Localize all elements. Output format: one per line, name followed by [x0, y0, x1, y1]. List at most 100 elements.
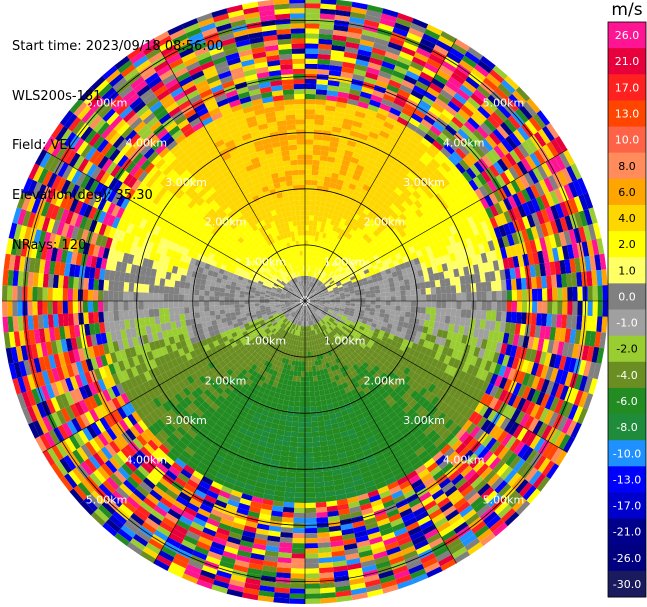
range-gate — [581, 271, 588, 287]
range-gate — [453, 202, 463, 213]
range-gate — [405, 295, 412, 301]
range-gate — [323, 260, 328, 266]
range-gate — [500, 247, 508, 259]
range-gate — [417, 141, 429, 152]
range-gate — [306, 291, 309, 297]
range-gate — [328, 208, 335, 215]
range-gate — [435, 232, 444, 242]
range-gate — [285, 389, 291, 396]
range-gate — [335, 227, 342, 234]
range-gate — [317, 236, 322, 243]
range-gate — [415, 47, 432, 58]
range-gate — [305, 462, 314, 468]
range-gate — [419, 71, 434, 83]
range-gate — [411, 112, 424, 124]
range-gate — [439, 278, 446, 287]
range-gate — [506, 301, 512, 312]
range-gate — [459, 275, 466, 285]
range-gate — [482, 329, 490, 340]
range-gate — [424, 62, 439, 74]
range-gate — [292, 416, 299, 422]
range-gate — [315, 400, 322, 407]
range-gate — [327, 269, 332, 275]
range-gate — [423, 114, 436, 126]
range-gate — [542, 125, 555, 142]
range-gate — [382, 190, 391, 199]
range-gate — [305, 487, 315, 493]
range-gate — [301, 361, 305, 367]
range-gate — [314, 294, 319, 297]
range-gate — [293, 406, 300, 412]
range-gate — [501, 235, 510, 248]
range-gate — [355, 247, 362, 254]
range-gate — [292, 543, 305, 549]
range-gate — [518, 105, 533, 120]
range-gate — [365, 71, 379, 81]
range-gate — [406, 140, 418, 150]
range-gate — [313, 215, 319, 222]
range-gate — [319, 226, 325, 233]
range-gate — [331, 172, 339, 180]
range-gate — [384, 199, 393, 208]
range-gate — [383, 143, 394, 153]
range-gate — [586, 315, 593, 332]
range-gate — [399, 112, 412, 122]
range-gate — [337, 239, 344, 246]
range-gate — [385, 301, 391, 306]
range-gate — [378, 280, 384, 286]
range-gate — [308, 293, 313, 298]
range-gate — [544, 235, 552, 250]
range-gate — [460, 284, 467, 293]
range-gate — [356, 54, 371, 62]
range-gate — [300, 386, 305, 392]
range-gate — [511, 232, 520, 245]
range-gate — [318, 170, 326, 177]
range-gate — [601, 316, 608, 333]
range-gate — [507, 333, 515, 346]
range-gate — [446, 51, 462, 64]
range-gate — [354, 142, 365, 151]
range-gate — [306, 286, 309, 292]
range-gate — [317, 58, 331, 65]
range-gate — [399, 84, 413, 94]
ray — [310, 301, 608, 317]
range-gate — [504, 322, 511, 334]
range-gate — [302, 351, 305, 357]
range-gate — [327, 80, 340, 87]
range-gate — [441, 109, 455, 121]
range-gate — [373, 42, 388, 52]
range-gate — [355, 241, 363, 248]
range-gate — [426, 129, 439, 141]
range-gate — [479, 197, 490, 210]
range-gate — [517, 204, 527, 218]
range-gate — [313, 456, 322, 463]
range-gate — [521, 289, 528, 301]
range-gate — [480, 122, 493, 136]
range-gate — [571, 272, 578, 287]
range-gate — [550, 138, 563, 155]
range-gate — [487, 261, 495, 272]
range-gate — [443, 323, 450, 332]
range-gate — [532, 113, 546, 129]
range-gate — [505, 97, 519, 112]
range-gate — [305, 492, 316, 498]
range-gate — [562, 301, 568, 315]
range-gate — [591, 346, 600, 363]
range-gate — [591, 270, 598, 286]
range-gate — [364, 290, 371, 295]
range-gate — [396, 269, 403, 277]
range-gate — [401, 201, 411, 210]
range-gate — [359, 128, 371, 136]
range-gate — [315, 395, 321, 402]
range-gate — [329, 296, 336, 299]
range-gate — [306, 265, 309, 271]
range-gate — [477, 328, 485, 339]
range-gate — [517, 254, 525, 267]
range-gate — [329, 258, 335, 265]
range-gate — [345, 296, 351, 299]
range-gate — [369, 170, 379, 179]
range-gate — [371, 195, 380, 203]
range-gate — [317, 289, 322, 293]
range-gate — [374, 139, 386, 148]
range-gate — [335, 263, 341, 269]
